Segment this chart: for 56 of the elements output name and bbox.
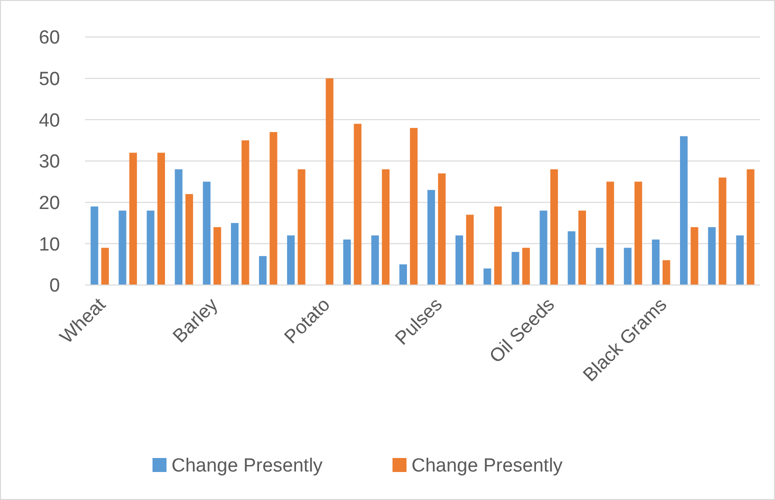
bar [202, 182, 210, 285]
bar [708, 227, 716, 285]
bar [326, 78, 334, 285]
bar [185, 194, 194, 285]
bar [354, 124, 362, 285]
y-tick-label: 0 [49, 276, 60, 297]
bar [371, 235, 379, 285]
bar [230, 223, 239, 285]
bar [287, 235, 295, 285]
bar [522, 248, 530, 285]
bar [568, 231, 576, 285]
bar [399, 264, 407, 285]
bar [298, 169, 306, 285]
bar [606, 182, 614, 285]
legend-label: Change Presently [172, 456, 324, 477]
bar [718, 178, 726, 285]
bar [484, 268, 492, 285]
bar [438, 173, 446, 285]
bar [455, 235, 464, 285]
bar [550, 169, 558, 285]
y-tick-label: 30 [38, 152, 60, 173]
bar [746, 169, 754, 285]
bar [494, 206, 502, 285]
bar [466, 214, 474, 285]
bar [596, 248, 604, 285]
bar [540, 210, 548, 285]
y-tick-label: 60 [38, 28, 60, 49]
bar [690, 227, 698, 285]
bar [410, 128, 418, 285]
bar [101, 248, 109, 285]
bar [652, 240, 660, 285]
bar [578, 210, 586, 285]
bar [634, 182, 642, 285]
y-tick-label: 40 [38, 110, 60, 132]
bar [90, 206, 98, 285]
bar [259, 256, 267, 285]
bar [157, 152, 165, 285]
y-tick-label: 10 [38, 234, 60, 256]
bar [129, 152, 137, 285]
bar [382, 169, 390, 285]
bar [174, 169, 182, 285]
bar [214, 227, 222, 285]
bar [512, 252, 520, 285]
bar [680, 136, 688, 285]
y-tick-label: 50 [38, 68, 60, 90]
y-tick-label: 20 [38, 192, 60, 214]
bar [118, 210, 126, 285]
bar [146, 210, 154, 285]
bar [343, 240, 351, 285]
bar [427, 190, 436, 285]
bar [662, 260, 670, 285]
legend-label: Change Presently [412, 456, 564, 477]
bar [624, 248, 632, 285]
bar [270, 132, 278, 285]
bar [242, 140, 250, 285]
bar [736, 235, 744, 285]
